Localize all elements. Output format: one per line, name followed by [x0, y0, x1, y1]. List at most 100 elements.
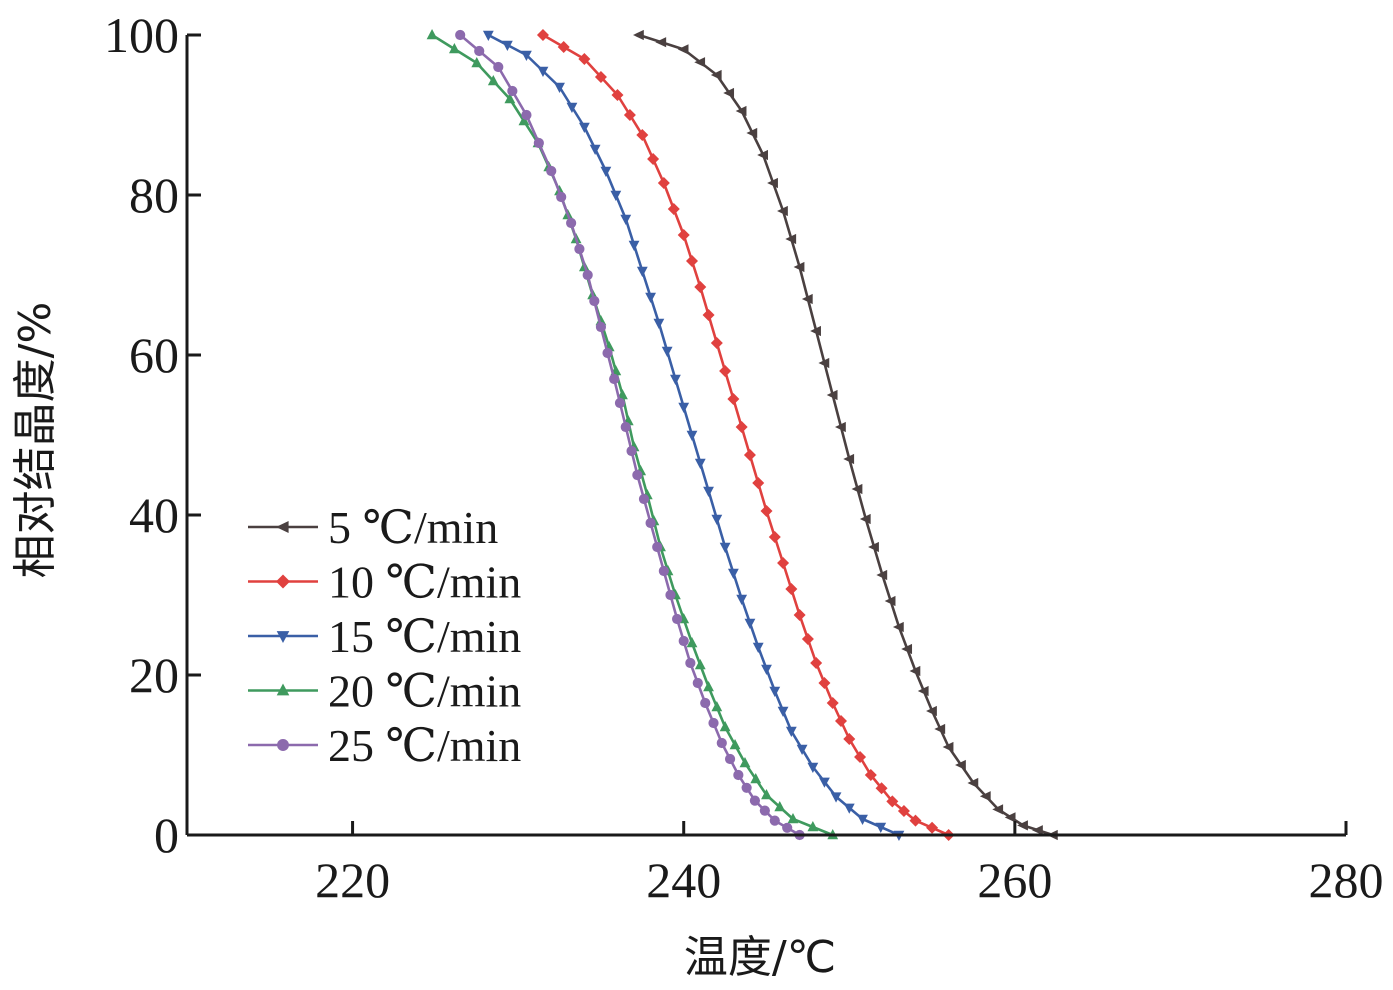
data-point — [652, 541, 663, 553]
data-point — [507, 85, 518, 97]
data-point — [620, 214, 632, 225]
data-point — [537, 66, 549, 77]
data-point — [793, 261, 805, 273]
data-point — [694, 281, 707, 293]
data-point — [884, 595, 896, 607]
legend-marker — [276, 631, 290, 643]
data-point — [703, 681, 714, 692]
data-point — [752, 642, 764, 653]
data-point — [843, 803, 855, 814]
data-point — [678, 635, 689, 647]
data-point — [759, 805, 770, 816]
legend-label: 15 ℃/min — [328, 611, 521, 662]
data-point — [670, 374, 681, 385]
data-point — [474, 45, 485, 57]
data-point — [633, 29, 644, 41]
series-line — [542, 33, 950, 837]
data-point — [757, 149, 768, 161]
series-3 — [482, 30, 905, 841]
data-point — [955, 759, 966, 771]
y-tick-label: 100 — [104, 7, 179, 63]
data-point — [501, 40, 513, 51]
data-point — [729, 739, 741, 750]
data-point — [769, 815, 780, 826]
data-point — [760, 505, 773, 517]
data-point — [733, 769, 744, 781]
data-point — [785, 583, 798, 595]
data-point — [810, 325, 821, 337]
data-point — [992, 804, 1004, 815]
data-point — [1032, 825, 1043, 836]
data-point — [901, 643, 913, 655]
data-point — [578, 53, 591, 65]
data-point — [719, 542, 731, 553]
data-point — [807, 762, 819, 773]
data-point — [711, 514, 723, 525]
data-point — [694, 57, 706, 68]
data-point — [566, 217, 577, 229]
data-point — [556, 191, 567, 203]
data-point — [1004, 812, 1016, 823]
legend-marker — [276, 574, 290, 589]
data-point — [777, 205, 788, 217]
data-point — [521, 50, 532, 61]
data-point — [875, 822, 887, 833]
data-point — [801, 633, 814, 645]
data-point — [926, 705, 937, 717]
data-point — [727, 568, 739, 579]
data-point — [979, 791, 991, 802]
data-point — [636, 129, 649, 141]
data-point — [655, 37, 667, 48]
y-tick-label: 20 — [129, 647, 179, 703]
data-point — [843, 733, 856, 745]
data-point — [594, 71, 607, 83]
data-point — [589, 144, 601, 155]
data-point — [807, 821, 819, 832]
legend-marker — [277, 739, 289, 751]
legend-item: 20 ℃/min — [248, 666, 521, 717]
legend-marker — [276, 521, 289, 533]
data-point — [761, 664, 772, 675]
data-point — [595, 321, 607, 333]
data-point — [724, 753, 736, 765]
series-line — [638, 33, 1054, 837]
data-point — [719, 365, 732, 377]
data-point — [557, 41, 570, 53]
data-point — [694, 659, 706, 670]
data-point — [801, 293, 813, 305]
data-point — [487, 75, 499, 86]
data-point — [769, 686, 781, 697]
x-tick-label: 280 — [1309, 852, 1384, 908]
data-point — [752, 477, 765, 489]
data-point — [876, 569, 888, 581]
data-point — [917, 685, 929, 697]
data-point — [623, 109, 636, 121]
data-point — [482, 30, 494, 41]
data-point — [942, 741, 954, 753]
data-point — [602, 347, 613, 359]
data-point — [647, 153, 660, 165]
data-point — [787, 813, 799, 824]
data-point — [632, 469, 643, 481]
data-point — [835, 715, 848, 727]
data-point — [857, 814, 868, 825]
data-point — [671, 613, 683, 625]
y-axis-title: 相对结晶度/% — [10, 302, 61, 579]
data-point — [554, 82, 565, 93]
data-point — [661, 346, 673, 357]
data-point — [782, 822, 793, 833]
data-point — [455, 29, 466, 41]
data-point — [864, 769, 877, 781]
legend-item: 15 ℃/min — [248, 611, 521, 662]
axis-ticks: 0 20 40 60 80 100 220 240 260 280 — [104, 7, 1384, 908]
data-point — [934, 723, 946, 735]
data-point — [826, 697, 839, 709]
data-point — [719, 721, 731, 732]
data-point — [678, 402, 690, 413]
data-point — [750, 773, 762, 784]
data-point — [700, 697, 711, 709]
data-point — [692, 677, 703, 689]
data-point — [830, 792, 842, 803]
